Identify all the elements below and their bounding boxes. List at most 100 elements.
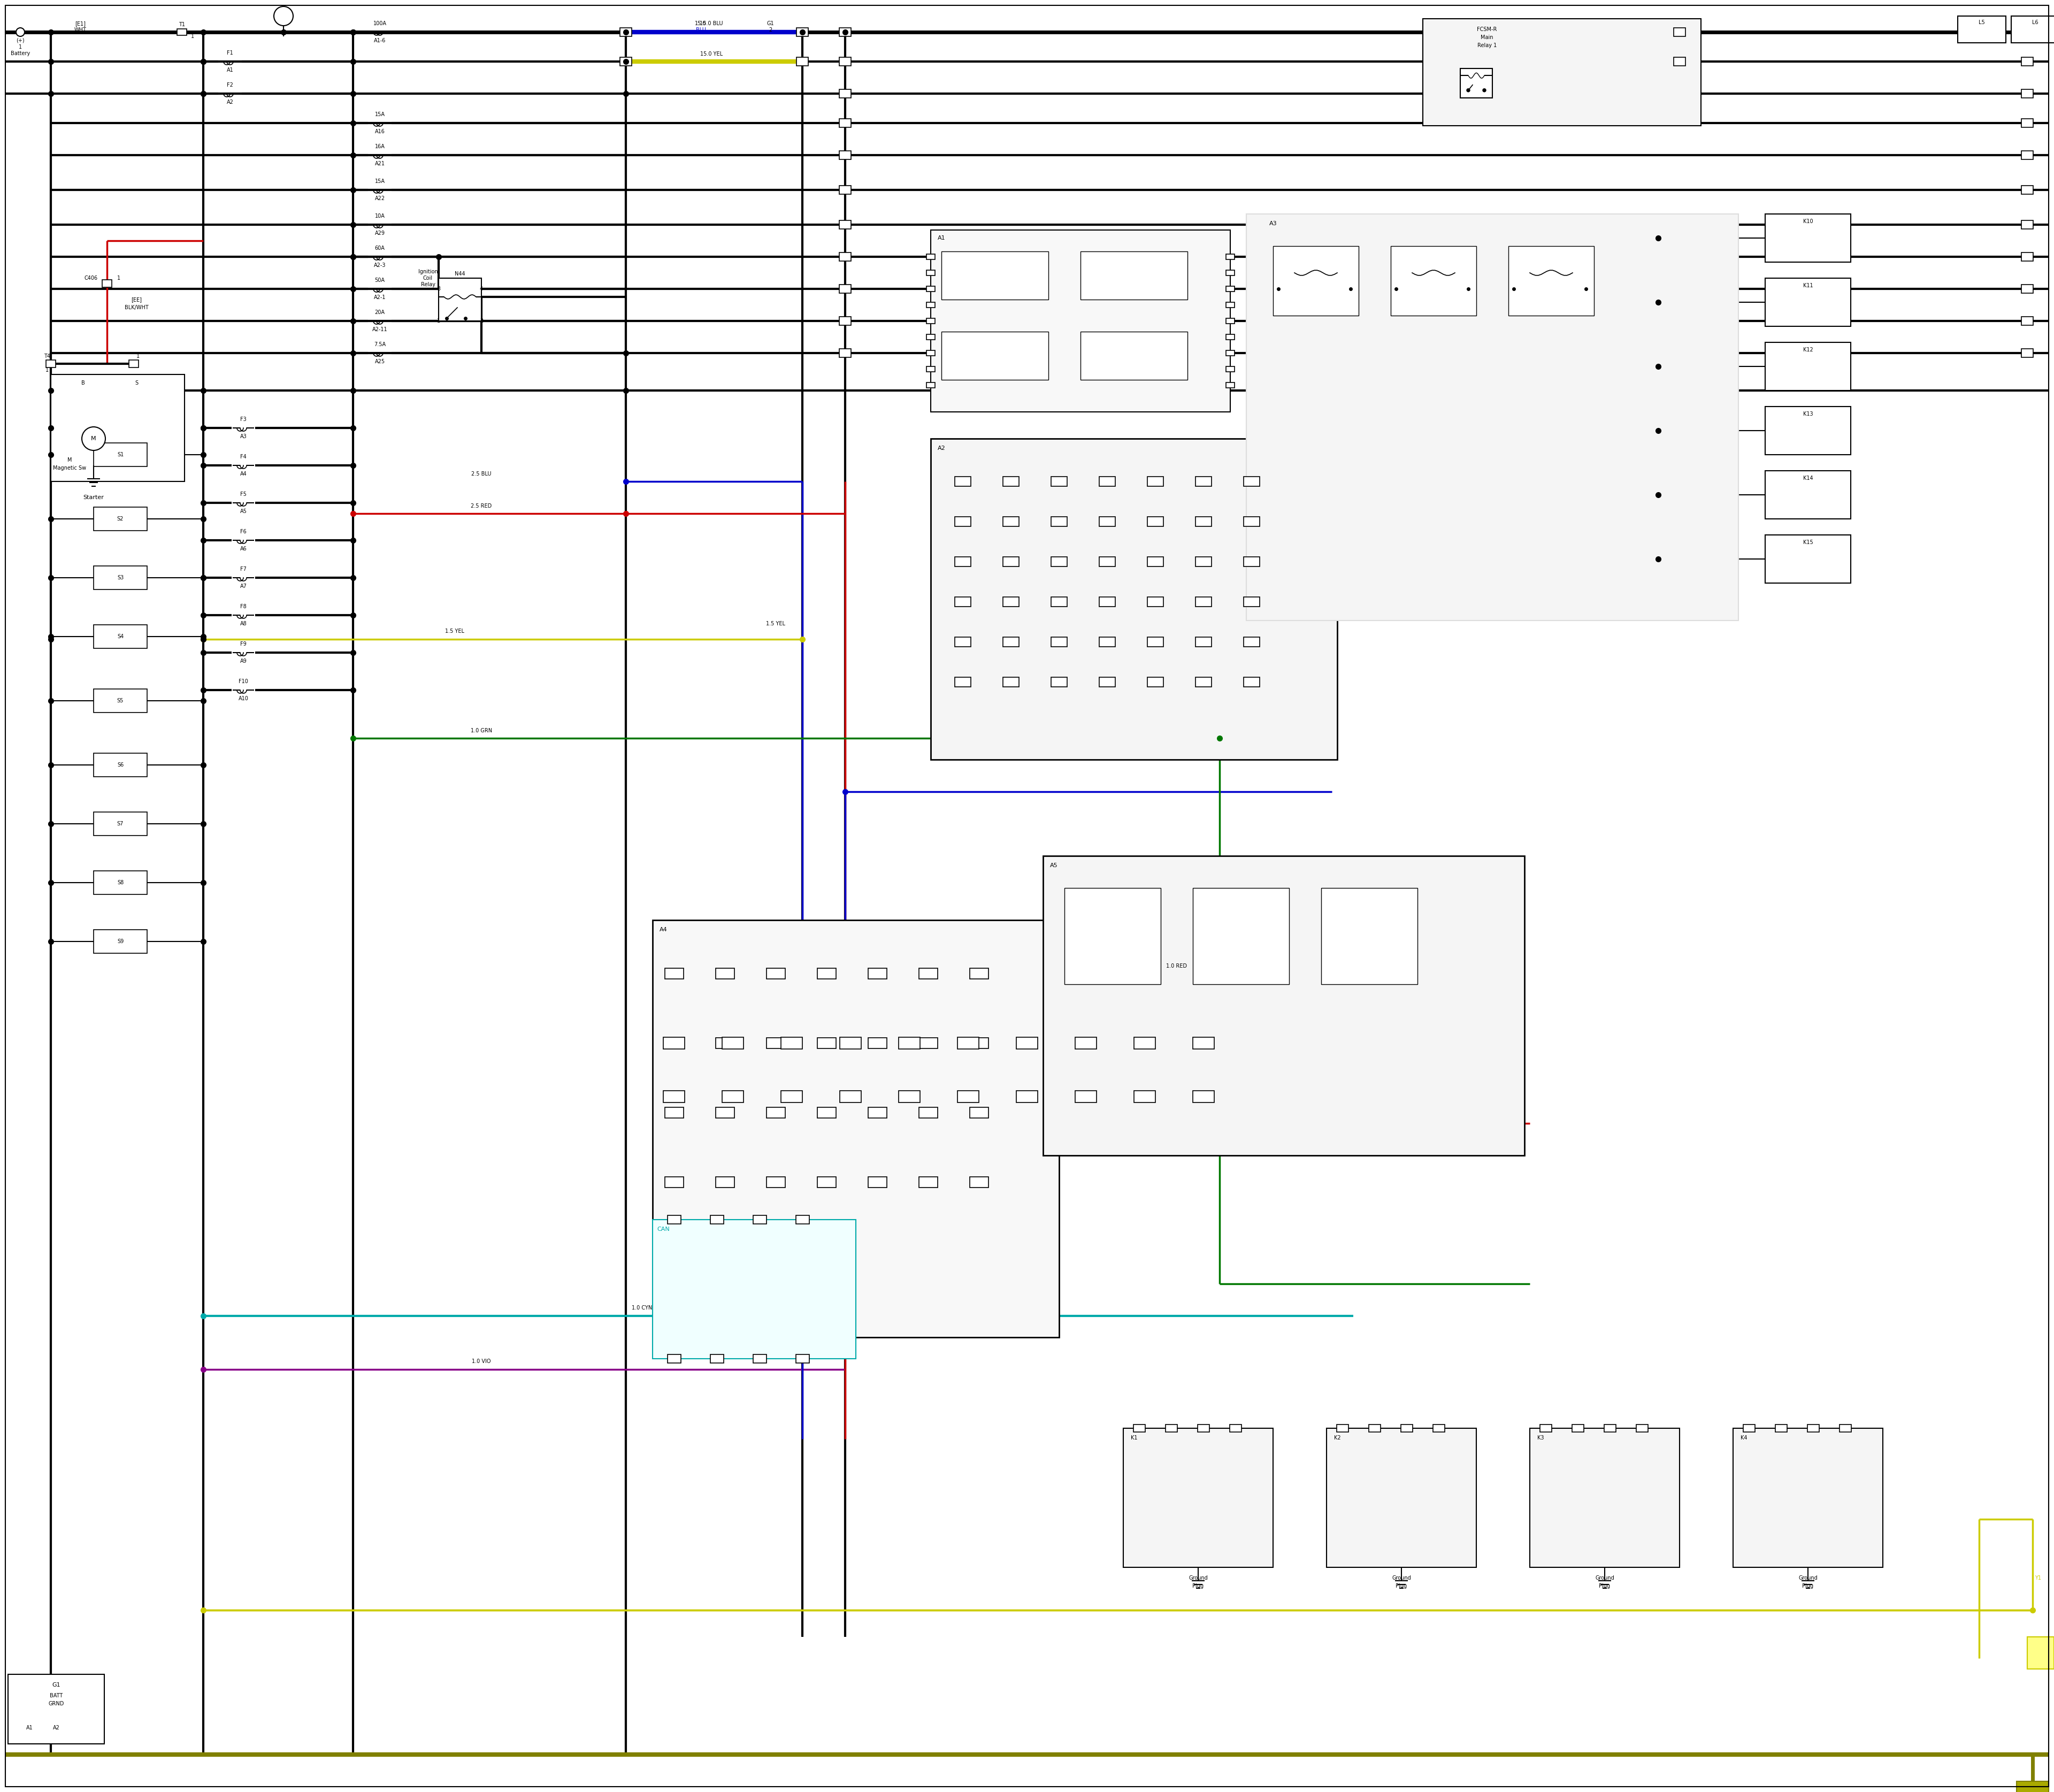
Text: Plug: Plug (1193, 1584, 1204, 1590)
Bar (715, 968, 733, 978)
Bar (177, 29, 187, 36)
Text: 1: 1 (438, 319, 440, 324)
Text: K2: K2 (1333, 1435, 1341, 1441)
Bar (817, 1177, 836, 1188)
Circle shape (1483, 88, 1485, 91)
Text: Ground: Ground (1393, 1575, 1411, 1581)
Text: A1: A1 (226, 68, 234, 73)
Bar (1391, 246, 1477, 315)
Bar (926, 366, 935, 371)
Bar (1099, 638, 1115, 647)
Text: Ground: Ground (1799, 1575, 1818, 1581)
Bar (1080, 332, 1187, 380)
Text: 15.0 BLU: 15.0 BLU (700, 22, 723, 27)
Bar (653, 1220, 857, 1358)
Text: S: S (136, 380, 138, 385)
Bar (665, 968, 684, 978)
Text: A2: A2 (53, 1726, 60, 1731)
Text: 1: 1 (18, 45, 23, 50)
Bar (900, 1038, 920, 1048)
Bar (926, 382, 935, 387)
Bar (711, 1215, 723, 1224)
Bar (2021, 253, 2033, 262)
Text: 1.0 GRN: 1.0 GRN (470, 728, 493, 733)
Bar (900, 1091, 920, 1102)
Bar (1226, 303, 1234, 308)
Text: 15.0 YEL: 15.0 YEL (700, 52, 723, 57)
Text: 2: 2 (768, 27, 772, 32)
Bar (1148, 557, 1163, 566)
Text: 7.5A: 7.5A (374, 342, 386, 348)
Bar (1052, 638, 1068, 647)
Bar (955, 557, 972, 566)
Text: Main: Main (1481, 34, 1493, 39)
Bar (1134, 1425, 1146, 1432)
Bar (1099, 557, 1115, 566)
Bar (840, 220, 850, 229)
Bar (781, 1091, 803, 1102)
Text: A21: A21 (374, 161, 384, 167)
Bar (766, 1107, 785, 1118)
Bar (2021, 90, 2033, 99)
Text: 1.0 CYN: 1.0 CYN (633, 1305, 651, 1310)
Text: 1: 1 (136, 353, 140, 358)
Bar (1957, 16, 2007, 43)
Bar (94, 688, 148, 713)
Text: 1: 1 (117, 276, 121, 281)
Bar (1099, 477, 1115, 486)
Bar (797, 29, 807, 36)
Text: GRND: GRND (49, 1701, 64, 1706)
Bar (1148, 477, 1163, 486)
Bar (94, 871, 148, 894)
Text: F1: F1 (226, 50, 234, 56)
Text: CAN: CAN (657, 1226, 670, 1231)
Bar (665, 1107, 684, 1118)
Bar (1368, 1425, 1380, 1432)
Bar (1247, 213, 1738, 620)
Bar (840, 186, 850, 194)
Bar (1193, 1091, 1214, 1102)
Bar (840, 285, 850, 294)
Text: 2.5 RED: 2.5 RED (470, 504, 491, 509)
Text: F6: F6 (240, 529, 246, 534)
Bar (817, 1038, 836, 1048)
Bar (1337, 1425, 1349, 1432)
Text: 100A: 100A (374, 22, 386, 27)
Text: K12: K12 (1803, 348, 1814, 353)
Bar (723, 1038, 744, 1048)
Bar (715, 1177, 733, 1188)
Text: L5: L5 (1978, 20, 1984, 25)
Bar (2017, 1781, 2048, 1792)
Bar (926, 319, 935, 324)
Bar (1099, 677, 1115, 686)
Bar (620, 29, 633, 36)
Text: K10: K10 (1803, 219, 1814, 224)
Bar (1002, 597, 1019, 607)
Bar (1775, 1425, 1787, 1432)
Bar (969, 1107, 988, 1118)
Bar (1764, 471, 1851, 520)
Bar (840, 118, 850, 127)
Bar (930, 229, 1230, 412)
Text: Magnetic Sw: Magnetic Sw (53, 466, 86, 471)
Bar (1226, 254, 1234, 260)
Text: Relay: Relay (421, 281, 435, 287)
Text: Ground: Ground (1189, 1575, 1208, 1581)
Bar (926, 351, 935, 357)
Text: A3: A3 (1269, 220, 1278, 226)
Bar (94, 507, 148, 530)
Bar (754, 1215, 766, 1224)
Text: 15A: 15A (374, 111, 384, 116)
Bar (840, 1091, 861, 1102)
Bar (2021, 57, 2033, 66)
Text: L6: L6 (2031, 20, 2038, 25)
Bar (94, 625, 148, 649)
Circle shape (1467, 88, 1471, 91)
Bar (1460, 68, 1493, 97)
Text: F9: F9 (240, 642, 246, 647)
Bar (8, 1674, 105, 1744)
Bar (955, 597, 972, 607)
Bar (1134, 1038, 1154, 1048)
Bar (1099, 597, 1115, 607)
Bar (1148, 597, 1163, 607)
